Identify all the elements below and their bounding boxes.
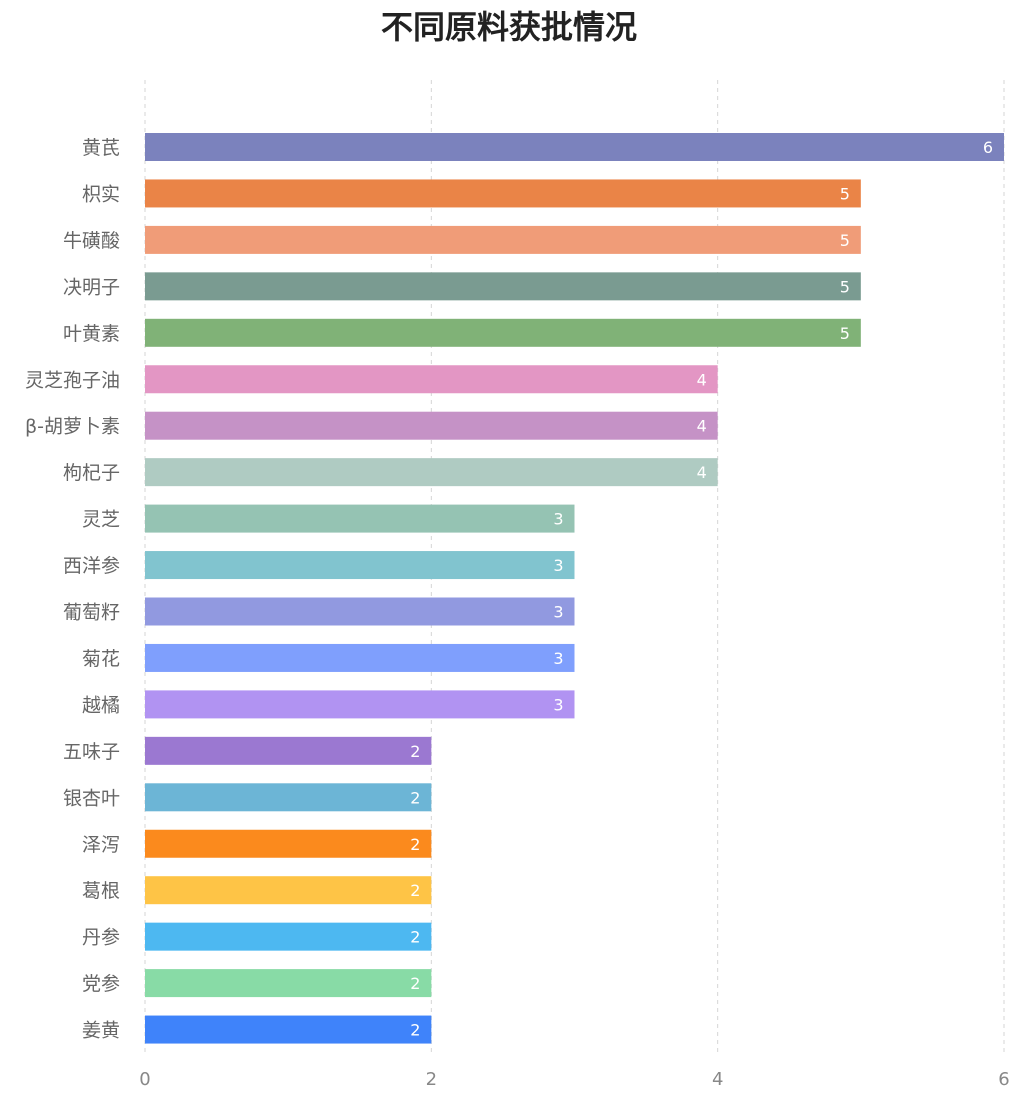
bar [145,922,432,951]
bar [145,133,1004,161]
data-label: 5 [840,231,850,250]
category-label: 越橘 [82,694,120,716]
bar [145,876,432,905]
category-label: 枸杞子 [63,462,120,484]
bar [145,458,718,487]
bar [145,829,432,858]
category-label: 姜黄 [82,1020,120,1042]
data-label: 4 [697,463,707,482]
data-label: 2 [410,974,420,993]
bar [145,551,575,580]
category-label: 泽泻 [82,834,120,856]
bar [145,643,575,672]
data-label: 3 [553,649,563,668]
category-label: 丹参 [82,927,120,949]
data-label: 2 [410,1021,420,1040]
data-label: 5 [840,324,850,343]
category-label: 菊花 [82,648,120,670]
chart-title: 不同原料获批情况 [380,8,637,46]
bar [145,318,861,347]
data-label: 4 [697,417,707,436]
bar [145,690,575,719]
data-label: 2 [410,788,420,807]
bar [145,179,861,208]
data-label: 3 [553,510,563,529]
x-tick-label: 2 [426,1069,437,1090]
bar [145,783,432,812]
bar [145,969,432,998]
data-label: 2 [410,928,420,947]
bar [145,272,861,301]
bar [145,1015,432,1044]
bar [145,365,718,394]
category-label: 牛磺酸 [63,230,120,252]
data-label: 3 [553,603,563,622]
data-label: 5 [840,184,850,203]
bar [145,597,575,626]
category-label: 灵芝孢子油 [25,369,120,391]
data-label: 2 [410,835,420,854]
x-tick-label: 4 [712,1069,723,1090]
category-label: 葡萄籽 [63,602,120,624]
data-label: 2 [410,742,420,761]
category-label: 五味子 [63,741,120,763]
category-label: 西洋参 [63,555,120,577]
data-label: 2 [410,881,420,900]
bar [145,736,432,765]
data-label: 3 [553,556,563,575]
category-label: 银杏叶 [63,787,120,809]
x-tick-label: 0 [139,1069,150,1090]
category-label: 叶黄素 [63,323,120,345]
bar [145,504,575,533]
category-label: 灵芝 [82,509,120,531]
category-label: 黄芪 [82,137,120,159]
bar [145,411,718,440]
category-label: 枳实 [82,183,120,205]
category-label: 决明子 [63,276,120,298]
category-label: β-胡萝卜素 [25,416,120,438]
data-label: 3 [553,695,563,714]
x-tick-label: 6 [998,1069,1009,1090]
data-label: 4 [697,370,707,389]
category-label: 党参 [82,973,120,995]
data-label: 5 [840,277,850,296]
data-label: 6 [983,138,993,157]
category-label: 葛根 [82,880,120,902]
bar [145,225,861,254]
